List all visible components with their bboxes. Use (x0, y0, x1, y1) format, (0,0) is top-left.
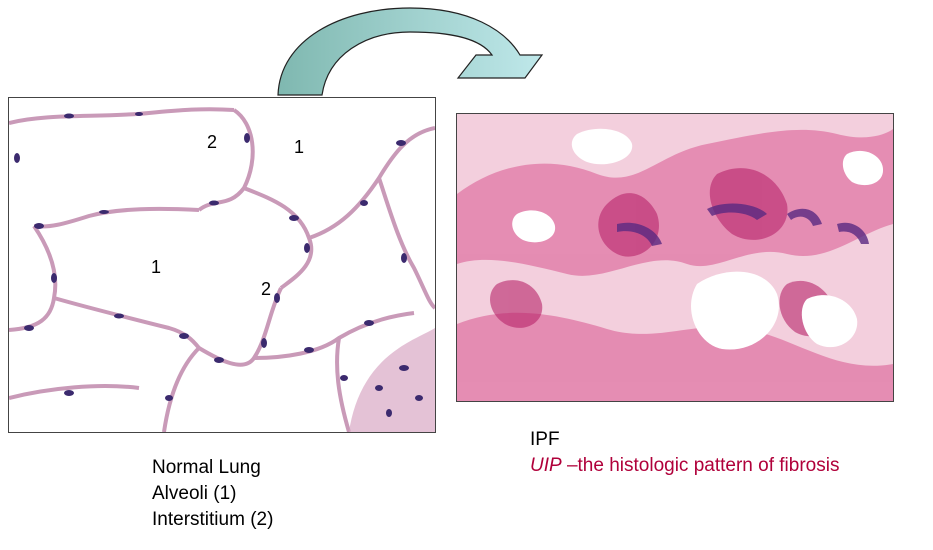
normal-lung-image: 2 1 1 2 (8, 97, 436, 433)
uip-description: –the histologic pattern of fibrosis (561, 455, 840, 476)
caption-uip: UIP –the histologic pattern of fibrosis (530, 453, 839, 479)
normal-lung-caption: Normal Lung Alveoli (1) Interstitium (2) (152, 455, 273, 533)
ipf-fibrosis-image (456, 113, 894, 402)
uip-term: UIP (530, 455, 562, 476)
ipf-caption: IPF UIP –the histologic pattern of fibro… (530, 427, 839, 479)
alveoli-label: 1 (151, 257, 162, 277)
interstitium-label: 2 (261, 279, 272, 299)
caption-title: Normal Lung (152, 457, 261, 478)
caption-interstitium: Interstitium (2) (152, 509, 274, 530)
alveoli-label: 1 (294, 137, 305, 157)
curved-arrow-icon (277, 7, 544, 96)
interstitium-label: 2 (207, 132, 218, 152)
caption-alveoli: Alveoli (1) (152, 483, 237, 504)
caption-title: IPF (530, 429, 560, 450)
